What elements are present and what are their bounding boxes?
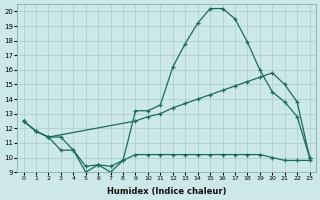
X-axis label: Humidex (Indice chaleur): Humidex (Indice chaleur)	[107, 187, 226, 196]
